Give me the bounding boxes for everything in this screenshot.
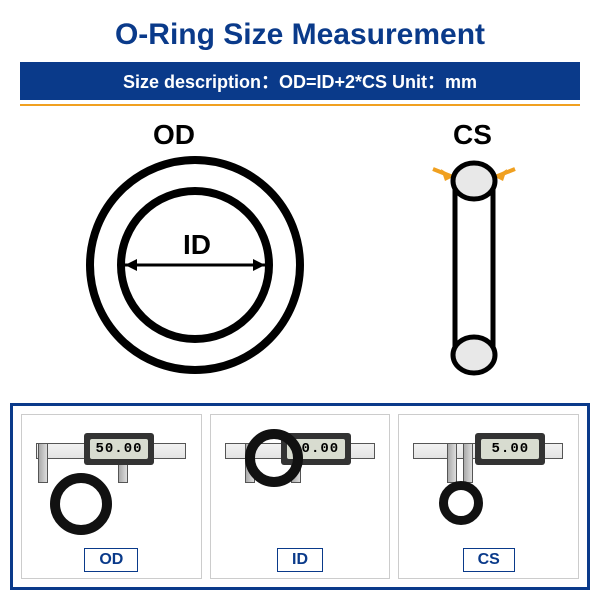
diagram-area: OD ID CS: [0, 118, 600, 403]
caliper-od: 50.00: [26, 421, 197, 531]
panel-label-cs: CS: [463, 548, 515, 572]
panel-cs: 5.00 CS: [398, 414, 579, 579]
panel-label-id: ID: [277, 548, 323, 572]
panel-id: 40.00 ID: [210, 414, 391, 579]
ring-side-view: CS: [415, 125, 535, 385]
cs-label: CS: [453, 119, 492, 151]
od-label: OD: [153, 119, 195, 151]
oring-sample-cs: [439, 481, 483, 525]
panel-od: 50.00 OD: [21, 414, 202, 579]
id-label: ID: [179, 229, 215, 261]
ring-top-view: OD ID: [65, 125, 325, 385]
page-title: O-Ring Size Measurement: [0, 0, 600, 62]
divider: [20, 104, 580, 106]
caliper-id: 40.00: [215, 421, 386, 531]
oring-sample-id: [245, 429, 303, 487]
readout-od: 50.00: [90, 439, 148, 459]
ring-side-svg: [415, 125, 535, 385]
caliper-cs: 5.00: [403, 421, 574, 531]
measurement-panels: 50.00 OD 40.00 ID: [10, 403, 590, 590]
readout-cs: 5.00: [481, 439, 539, 459]
oring-sample-od: [50, 473, 112, 535]
panel-label-od: OD: [84, 548, 138, 572]
size-description-banner: Size description：OD=ID+2*CS Unit：mm: [20, 62, 580, 100]
